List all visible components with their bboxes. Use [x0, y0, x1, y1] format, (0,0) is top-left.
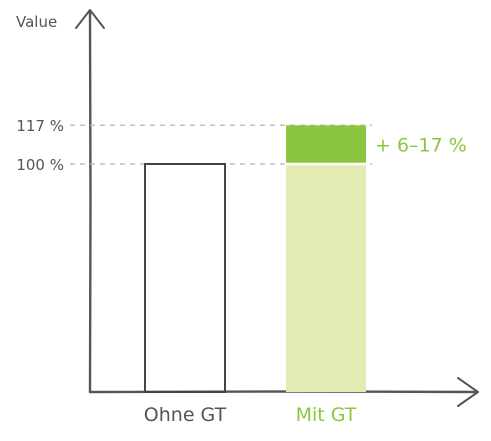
bar-mit-gt-base [286, 164, 366, 392]
y-tick-label-117: 117 % [16, 117, 64, 135]
category-label-ohne-gt: Ohne GT [144, 404, 227, 426]
increase-label: + 6–17 % [375, 135, 467, 157]
bar-ohne-gt [144, 163, 226, 393]
category-label-mit-gt: Mit GT [296, 404, 357, 426]
y-tick-label-100: 100 % [16, 156, 64, 174]
y-axis-label: Value [16, 13, 57, 31]
y-axis-arrow [75, 9, 105, 29]
y-axis [88, 10, 92, 394]
bar-mit-gt-increase [286, 125, 366, 164]
x-axis-arrow [457, 377, 479, 407]
